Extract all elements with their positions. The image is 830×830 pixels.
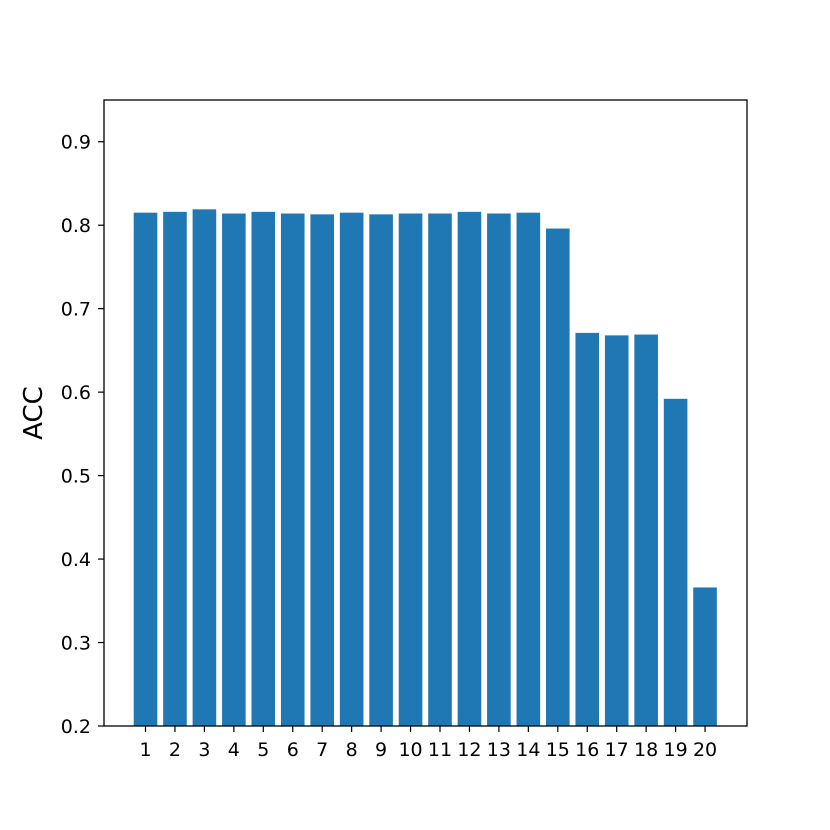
bar-13 (487, 213, 511, 726)
x-axis-ticks: 1 2 3 4 5 6 7 8 9 10 11 12 13 14 15 16 17 18 19 20 (139, 726, 717, 761)
x-tick-label-17: 17 (605, 739, 629, 761)
bar-8 (339, 212, 364, 726)
y-tick-label-0.5: 0.5 (61, 466, 91, 488)
x-tick-label-9: 9 (375, 739, 387, 761)
x-tick-label-15: 15 (546, 739, 570, 761)
bar-1 (133, 212, 158, 726)
bar-16 (575, 332, 600, 726)
bar-7 (310, 214, 334, 726)
bar-4 (222, 213, 246, 726)
bar-6 (280, 213, 305, 726)
bar-18 (634, 334, 658, 726)
bar-10 (398, 213, 423, 726)
bar-19 (663, 398, 688, 726)
bar-15 (546, 228, 570, 727)
x-tick-label-5: 5 (257, 739, 269, 761)
y-tick-label-0.7: 0.7 (61, 299, 91, 321)
x-tick-label-13: 13 (487, 739, 511, 761)
y-tick-label-0.4: 0.4 (61, 549, 91, 571)
x-tick-label-7: 7 (316, 739, 328, 761)
bar-17 (604, 335, 629, 726)
bar-20 (693, 587, 717, 726)
x-tick-label-19: 19 (664, 739, 688, 761)
bar-5 (251, 211, 276, 727)
bar-9 (369, 214, 393, 726)
plot-frame (103, 99, 748, 727)
x-tick-label-11: 11 (428, 739, 452, 761)
bar-12 (457, 211, 482, 727)
y-tick-label-0.2: 0.2 (61, 716, 91, 738)
y-tick-label-0.8: 0.8 (61, 215, 91, 237)
y-axis-label: ACC (19, 386, 49, 440)
bar-3 (192, 209, 217, 727)
x-tick-label-8: 8 (346, 739, 358, 761)
y-tick-label-0.9: 0.9 (61, 132, 91, 154)
bars-group (133, 209, 717, 727)
x-tick-label-12: 12 (457, 739, 481, 761)
x-tick-label-10: 10 (398, 739, 422, 761)
bar-11 (428, 213, 452, 726)
y-tick-label-0.3: 0.3 (61, 633, 91, 655)
x-tick-label-2: 2 (169, 739, 181, 761)
x-tick-label-14: 14 (516, 739, 540, 761)
x-tick-label-1: 1 (139, 739, 151, 761)
bar-2 (163, 211, 187, 727)
x-tick-label-3: 3 (198, 739, 210, 761)
x-tick-label-18: 18 (634, 739, 658, 761)
x-tick-label-16: 16 (575, 739, 599, 761)
y-tick-label-0.6: 0.6 (61, 382, 91, 404)
x-tick-label-4: 4 (228, 739, 240, 761)
x-tick-label-20: 20 (693, 739, 717, 761)
x-tick-label-6: 6 (287, 739, 299, 761)
y-axis-ticks: 0.2 0.3 0.4 0.5 0.6 0.7 0.8 0.9 (61, 132, 104, 738)
bar-14 (516, 212, 541, 726)
